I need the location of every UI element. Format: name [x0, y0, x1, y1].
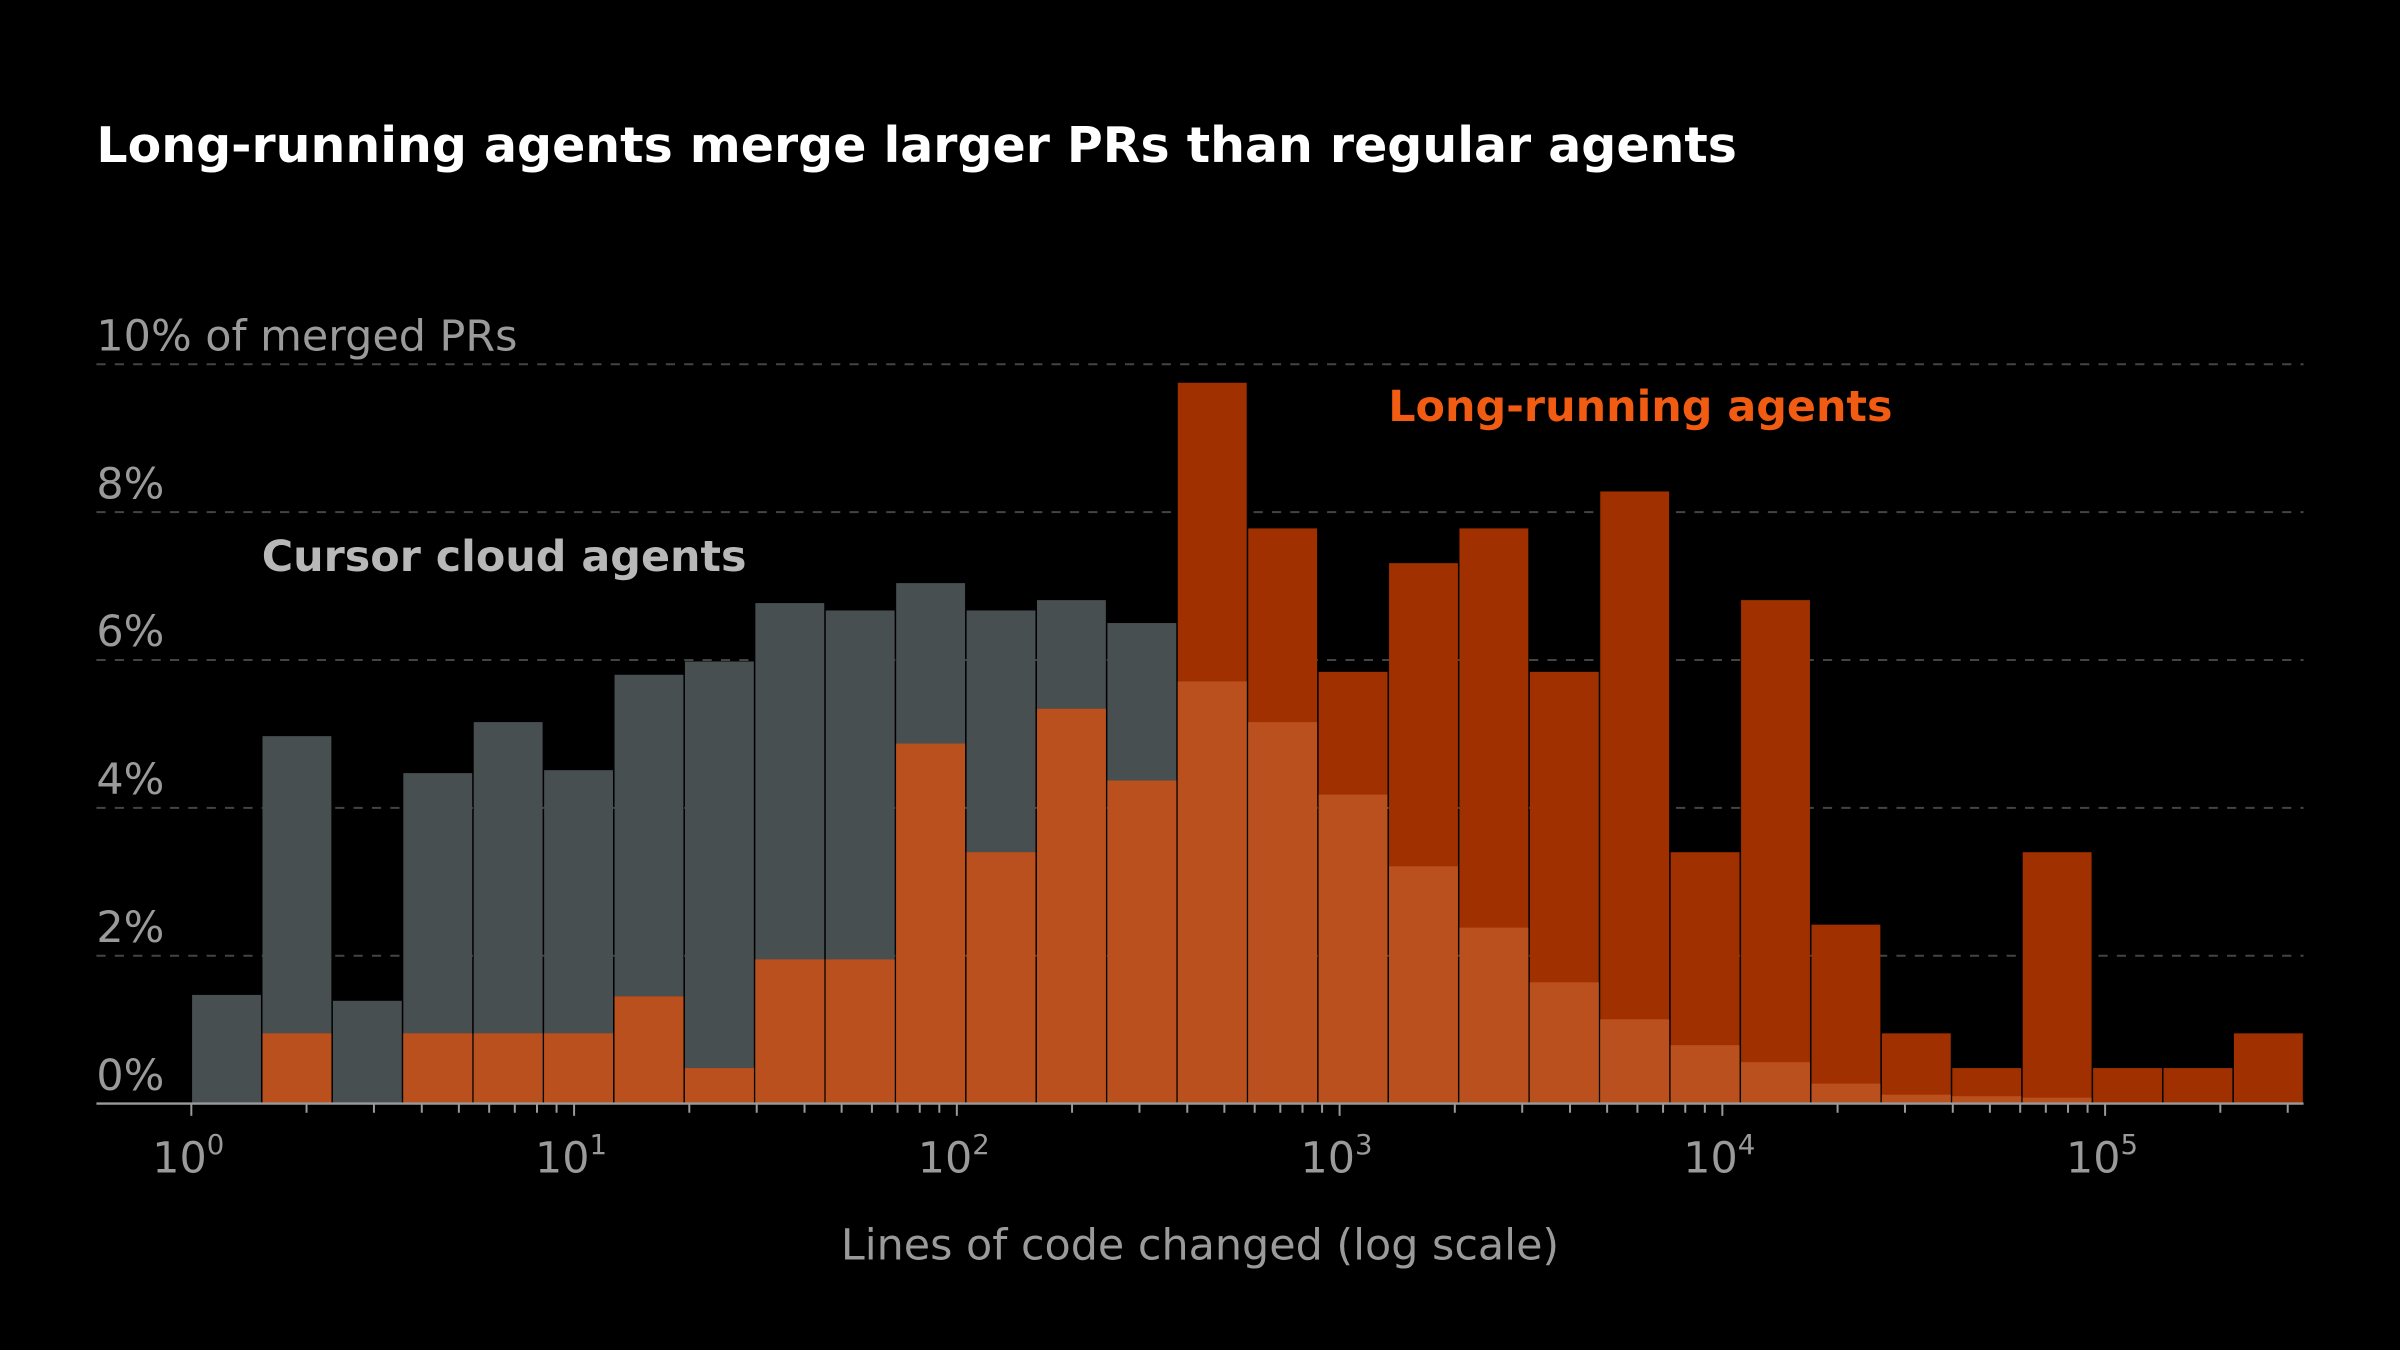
x-tick-label: 102 [918, 1129, 990, 1183]
bar-overlap [614, 996, 684, 1104]
bar-long-running-agents [2233, 1033, 2303, 1104]
x-tick-label: 105 [2066, 1129, 2138, 1183]
bar-overlap [1811, 1083, 1881, 1104]
x-tick-label: 100 [152, 1129, 224, 1183]
x-tick-exponent: 5 [2121, 1129, 2139, 1161]
bar-overlap [473, 1033, 543, 1104]
x-tick-exponent: 3 [1355, 1129, 1373, 1161]
bar-overlap [1036, 708, 1106, 1104]
bar-long-running-agents [1881, 1033, 1951, 1104]
bar-overlap [262, 1033, 332, 1104]
bar-long-running-agents [1741, 600, 1810, 1104]
bar-cloud-agents [684, 661, 754, 1104]
bar-overlap [755, 959, 825, 1104]
y-tick-label: 10% of merged PRs [96, 312, 517, 362]
bar-cloud-agents [332, 1000, 402, 1104]
x-tick-label: 103 [1301, 1129, 1373, 1183]
x-tick-exponent: 2 [972, 1129, 990, 1161]
x-tick-label: 101 [535, 1129, 607, 1183]
y-tick-label: 2% [96, 903, 164, 953]
bar-overlap [544, 1033, 614, 1104]
bar-long-running-agents [1600, 491, 1670, 1104]
bar-overlap [1952, 1096, 2022, 1104]
bar-long-running-agents [2163, 1068, 2233, 1104]
bar-overlap [896, 743, 966, 1104]
bar-overlap [1670, 1045, 1740, 1104]
bar-overlap [403, 1033, 473, 1104]
y-tick-label: 0% [96, 1051, 164, 1101]
bar-overlap [1248, 722, 1318, 1104]
bar-overlap [825, 959, 895, 1104]
x-tick-label: 104 [1683, 1129, 1755, 1183]
x-tick-base: 10 [152, 1133, 207, 1183]
x-tick-exponent: 4 [1738, 1129, 1756, 1161]
bar-cloud-agents [192, 994, 261, 1104]
series-label-cloud: Cursor cloud agents [262, 532, 747, 582]
x-tick-base: 10 [1301, 1133, 1356, 1183]
bar-overlap [1107, 780, 1177, 1104]
y-tick-label: 4% [96, 755, 164, 805]
bar-overlap [1741, 1062, 1810, 1104]
y-tick-label: 8% [96, 459, 164, 509]
bar-overlap [1459, 927, 1529, 1104]
x-axis-label: Lines of code changed (log scale) [841, 1221, 1559, 1271]
chart-title: Long-running agents merge larger PRs tha… [96, 117, 1737, 174]
series-label-long-running: Long-running agents [1388, 382, 1892, 432]
bar-long-running-agents [2022, 852, 2092, 1104]
x-tick-base: 10 [2066, 1133, 2121, 1183]
x-tick-exponent: 0 [207, 1129, 225, 1161]
x-tick-base: 10 [1683, 1133, 1738, 1183]
x-tick-base: 10 [535, 1133, 590, 1183]
bar-overlap [1389, 866, 1458, 1104]
x-tick-base: 10 [918, 1133, 973, 1183]
bar-overlap [1881, 1094, 1951, 1104]
bar-overlap [1600, 1019, 1670, 1104]
bar-long-running-agents [2093, 1068, 2162, 1104]
bar-overlap [966, 852, 1036, 1104]
bar-long-running-agents [1811, 924, 1881, 1104]
x-tick-exponent: 1 [590, 1129, 608, 1161]
bar-overlap [684, 1068, 754, 1104]
bar-overlap [1529, 982, 1599, 1104]
y-tick-label: 6% [96, 607, 164, 657]
bar-overlap [2022, 1097, 2092, 1104]
bar-overlap [1318, 794, 1388, 1104]
bar-overlap [1177, 681, 1247, 1104]
